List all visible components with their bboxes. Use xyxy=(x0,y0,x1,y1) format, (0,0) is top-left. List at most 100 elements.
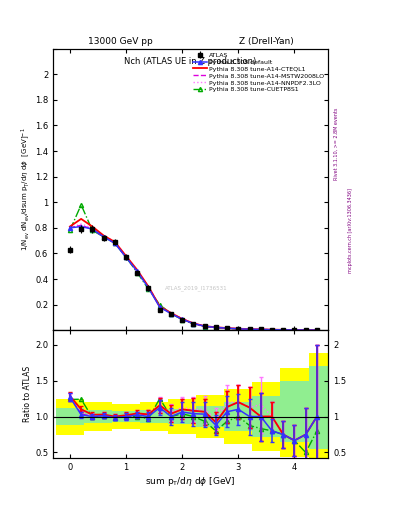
Pythia 8.308 tune-A14-CTEQL1 xyxy=(247,326,252,332)
Pythia 8.308 tune-A14-MSTW2008LO xyxy=(157,304,162,310)
Pythia 8.308 tune-CUETP8S1 xyxy=(90,227,95,233)
Pythia 8.308 default xyxy=(259,327,263,333)
Text: mcplots.cern.ch [arXiv:1306.3436]: mcplots.cern.ch [arXiv:1306.3436] xyxy=(348,188,353,273)
Pythia 8.308 tune-CUETP8S1 xyxy=(135,269,140,275)
Title: 13000 GeV pp                              Z (Drell-Yan): 13000 GeV pp Z (Drell-Yan) xyxy=(88,37,294,47)
Pythia 8.308 default xyxy=(236,326,241,332)
Pythia 8.308 tune-A14-MSTW2008LO xyxy=(213,324,218,330)
Pythia 8.308 default xyxy=(292,327,297,333)
Pythia 8.308 tune-A14-CTEQL1 xyxy=(169,310,173,316)
Pythia 8.308 tune-A14-NNPDF2.3LO xyxy=(202,323,207,329)
Pythia 8.308 default xyxy=(247,326,252,332)
Pythia 8.308 tune-CUETP8S1 xyxy=(68,227,72,233)
Pythia 8.308 tune-A14-NNPDF2.3LO xyxy=(169,310,173,316)
Pythia 8.308 tune-A14-NNPDF2.3LO xyxy=(135,267,140,273)
Text: ATLAS_2019_I1736531: ATLAS_2019_I1736531 xyxy=(165,285,228,291)
Pythia 8.308 tune-A14-MSTW2008LO xyxy=(202,323,207,329)
Pythia 8.308 tune-A14-NNPDF2.3LO xyxy=(213,324,218,330)
Pythia 8.308 tune-A14-CTEQL1 xyxy=(292,327,297,333)
Pythia 8.308 tune-CUETP8S1 xyxy=(259,327,263,333)
Line: Pythia 8.308 tune-CUETP8S1: Pythia 8.308 tune-CUETP8S1 xyxy=(68,203,319,332)
Pythia 8.308 tune-A14-CTEQL1 xyxy=(213,324,218,330)
Pythia 8.308 tune-A14-NNPDF2.3LO xyxy=(191,320,196,326)
Pythia 8.308 default xyxy=(191,321,196,327)
Pythia 8.308 tune-A14-MSTW2008LO xyxy=(90,226,95,232)
Pythia 8.308 tune-A14-NNPDF2.3LO xyxy=(79,221,83,227)
Line: Pythia 8.308 default: Pythia 8.308 default xyxy=(68,224,319,332)
Pythia 8.308 tune-CUETP8S1 xyxy=(303,327,308,333)
Pythia 8.308 default xyxy=(79,223,83,229)
Pythia 8.308 tune-A14-MSTW2008LO xyxy=(225,325,230,331)
Pythia 8.308 tune-CUETP8S1 xyxy=(146,286,151,292)
Pythia 8.308 tune-A14-NNPDF2.3LO xyxy=(112,239,117,245)
Pythia 8.308 tune-A14-NNPDF2.3LO xyxy=(225,325,230,331)
Pythia 8.308 default xyxy=(68,225,72,231)
Pythia 8.308 tune-CUETP8S1 xyxy=(157,302,162,308)
Pythia 8.308 tune-A14-NNPDF2.3LO xyxy=(314,327,319,333)
Pythia 8.308 default xyxy=(225,325,230,331)
Pythia 8.308 tune-A14-CTEQL1 xyxy=(157,304,162,310)
Pythia 8.308 tune-A14-CTEQL1 xyxy=(146,284,151,290)
Pythia 8.308 tune-CUETP8S1 xyxy=(225,326,230,332)
Pythia 8.308 tune-A14-NNPDF2.3LO xyxy=(281,327,286,333)
Pythia 8.308 tune-A14-MSTW2008LO xyxy=(270,327,274,333)
Pythia 8.308 tune-A14-CTEQL1 xyxy=(259,327,263,333)
Pythia 8.308 default xyxy=(112,240,117,246)
Pythia 8.308 default xyxy=(135,268,140,274)
Pythia 8.308 tune-A14-NNPDF2.3LO xyxy=(68,225,72,231)
Pythia 8.308 tune-A14-MSTW2008LO xyxy=(112,240,117,246)
Pythia 8.308 tune-A14-NNPDF2.3LO xyxy=(90,225,95,231)
Pythia 8.308 tune-CUETP8S1 xyxy=(314,327,319,333)
Pythia 8.308 tune-A14-CTEQL1 xyxy=(225,325,230,331)
Pythia 8.308 tune-A14-MSTW2008LO xyxy=(247,326,252,332)
Pythia 8.308 tune-A14-CTEQL1 xyxy=(135,267,140,273)
Pythia 8.308 default xyxy=(314,327,319,333)
Pythia 8.308 tune-A14-NNPDF2.3LO xyxy=(292,327,297,333)
Pythia 8.308 tune-A14-CTEQL1 xyxy=(180,316,185,322)
Pythia 8.308 tune-A14-CTEQL1 xyxy=(270,327,274,333)
Pythia 8.308 tune-A14-MSTW2008LO xyxy=(146,284,151,290)
Text: Rivet 3.1.10, >= 2.8M events: Rivet 3.1.10, >= 2.8M events xyxy=(334,107,339,180)
Pythia 8.308 tune-A14-CTEQL1 xyxy=(202,323,207,329)
Pythia 8.308 tune-CUETP8S1 xyxy=(292,327,297,333)
Pythia 8.308 tune-A14-CTEQL1 xyxy=(112,239,117,245)
Pythia 8.308 tune-CUETP8S1 xyxy=(213,325,218,331)
Pythia 8.308 tune-A14-MSTW2008LO xyxy=(124,254,129,261)
Line: Pythia 8.308 tune-A14-MSTW2008LO: Pythia 8.308 tune-A14-MSTW2008LO xyxy=(70,225,317,330)
Y-axis label: Ratio to ATLAS: Ratio to ATLAS xyxy=(23,366,32,422)
Pythia 8.308 tune-A14-MSTW2008LO xyxy=(135,268,140,274)
Pythia 8.308 tune-CUETP8S1 xyxy=(112,240,117,246)
Pythia 8.308 tune-A14-MSTW2008LO xyxy=(68,225,72,231)
Pythia 8.308 tune-CUETP8S1 xyxy=(202,324,207,330)
Pythia 8.308 tune-A14-MSTW2008LO xyxy=(79,222,83,228)
Pythia 8.308 tune-A14-NNPDF2.3LO xyxy=(157,303,162,309)
Pythia 8.308 tune-A14-NNPDF2.3LO xyxy=(270,327,274,333)
Pythia 8.308 default xyxy=(180,316,185,323)
Pythia 8.308 tune-A14-CTEQL1 xyxy=(236,326,241,332)
Pythia 8.308 tune-A14-MSTW2008LO xyxy=(101,233,106,240)
Legend: ATLAS, Pythia 8.308 default, Pythia 8.308 tune-A14-CTEQL1, Pythia 8.308 tune-A14: ATLAS, Pythia 8.308 default, Pythia 8.30… xyxy=(191,50,327,95)
Line: Pythia 8.308 tune-A14-CTEQL1: Pythia 8.308 tune-A14-CTEQL1 xyxy=(70,219,317,330)
Pythia 8.308 tune-A14-NNPDF2.3LO xyxy=(236,326,241,332)
Pythia 8.308 tune-CUETP8S1 xyxy=(247,326,252,332)
Pythia 8.308 tune-A14-NNPDF2.3LO xyxy=(101,232,106,239)
Pythia 8.308 tune-A14-MSTW2008LO xyxy=(259,327,263,333)
Pythia 8.308 default xyxy=(146,285,151,291)
Pythia 8.308 tune-A14-NNPDF2.3LO xyxy=(259,326,263,332)
Pythia 8.308 tune-A14-MSTW2008LO xyxy=(191,321,196,327)
Pythia 8.308 tune-A14-MSTW2008LO xyxy=(281,327,286,333)
Pythia 8.308 default xyxy=(90,226,95,232)
Pythia 8.308 tune-CUETP8S1 xyxy=(124,254,129,261)
Pythia 8.308 tune-CUETP8S1 xyxy=(236,326,241,332)
Pythia 8.308 tune-A14-CTEQL1 xyxy=(101,232,106,239)
Pythia 8.308 tune-A14-CTEQL1 xyxy=(191,321,196,327)
Pythia 8.308 tune-CUETP8S1 xyxy=(191,321,196,327)
Pythia 8.308 tune-CUETP8S1 xyxy=(79,202,83,208)
Text: Nch (ATLAS UE in Z production): Nch (ATLAS UE in Z production) xyxy=(125,57,257,66)
Pythia 8.308 tune-A14-MSTW2008LO xyxy=(292,327,297,333)
Pythia 8.308 default xyxy=(270,327,274,333)
Pythia 8.308 default xyxy=(101,233,106,240)
Pythia 8.308 tune-CUETP8S1 xyxy=(180,316,185,323)
Pythia 8.308 tune-A14-CTEQL1 xyxy=(124,253,129,259)
Pythia 8.308 default xyxy=(202,323,207,329)
